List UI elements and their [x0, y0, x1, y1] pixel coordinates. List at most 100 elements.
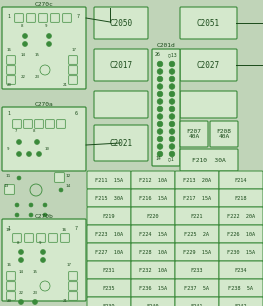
- FancyBboxPatch shape: [87, 225, 131, 243]
- FancyBboxPatch shape: [37, 234, 45, 242]
- Text: 1: 1: [7, 14, 10, 19]
- Circle shape: [157, 84, 163, 89]
- Text: C270a: C270a: [35, 102, 53, 107]
- Text: F210  30A: F210 30A: [192, 158, 226, 162]
- Text: F215  30A: F215 30A: [95, 196, 123, 200]
- Text: ○1: ○1: [168, 156, 174, 161]
- Text: F211  15A: F211 15A: [95, 177, 123, 182]
- FancyBboxPatch shape: [180, 149, 238, 171]
- Text: F218: F218: [235, 196, 247, 200]
- FancyBboxPatch shape: [19, 220, 27, 228]
- FancyBboxPatch shape: [69, 56, 77, 64]
- Text: F222  20A: F222 20A: [227, 214, 255, 218]
- Circle shape: [169, 114, 175, 119]
- FancyBboxPatch shape: [175, 171, 219, 189]
- Circle shape: [29, 203, 33, 207]
- FancyBboxPatch shape: [131, 207, 175, 225]
- Text: 15: 15: [33, 270, 38, 274]
- Text: F214: F214: [235, 177, 247, 182]
- Text: 16: 16: [7, 263, 12, 267]
- FancyBboxPatch shape: [69, 76, 77, 84]
- Text: 7: 7: [76, 14, 79, 19]
- FancyBboxPatch shape: [87, 207, 131, 225]
- FancyBboxPatch shape: [7, 76, 15, 84]
- Text: 11: 11: [5, 174, 10, 178]
- Text: F221: F221: [191, 214, 203, 218]
- Circle shape: [169, 121, 175, 127]
- Text: 21: 21: [63, 299, 68, 303]
- FancyBboxPatch shape: [27, 14, 35, 22]
- FancyBboxPatch shape: [180, 91, 237, 118]
- Text: F237  5A: F237 5A: [185, 285, 210, 290]
- FancyBboxPatch shape: [175, 225, 219, 243]
- Text: 14: 14: [21, 53, 26, 57]
- FancyBboxPatch shape: [7, 66, 15, 74]
- FancyBboxPatch shape: [131, 243, 175, 261]
- FancyBboxPatch shape: [152, 49, 180, 166]
- Text: F241: F241: [191, 304, 203, 306]
- Circle shape: [23, 42, 28, 47]
- FancyBboxPatch shape: [131, 189, 175, 207]
- Text: ○13: ○13: [168, 52, 177, 57]
- FancyBboxPatch shape: [51, 14, 59, 22]
- Text: 8: 8: [33, 129, 36, 133]
- FancyBboxPatch shape: [180, 7, 237, 39]
- Circle shape: [169, 151, 175, 157]
- Circle shape: [18, 300, 23, 304]
- Text: F216  15A: F216 15A: [139, 196, 167, 200]
- Text: F229  15A: F229 15A: [183, 249, 211, 255]
- Text: 16: 16: [7, 48, 12, 52]
- Circle shape: [169, 129, 175, 134]
- FancyBboxPatch shape: [94, 49, 148, 81]
- Circle shape: [157, 114, 163, 119]
- FancyBboxPatch shape: [13, 234, 21, 242]
- FancyBboxPatch shape: [219, 207, 263, 225]
- Text: 6: 6: [75, 111, 78, 116]
- Text: F219: F219: [103, 214, 115, 218]
- FancyBboxPatch shape: [94, 91, 148, 118]
- FancyBboxPatch shape: [131, 171, 175, 189]
- FancyBboxPatch shape: [69, 272, 77, 280]
- FancyBboxPatch shape: [61, 234, 69, 242]
- Text: F220: F220: [147, 214, 159, 218]
- Circle shape: [41, 249, 45, 255]
- Circle shape: [29, 213, 33, 217]
- FancyBboxPatch shape: [46, 120, 54, 128]
- Text: 21: 21: [63, 83, 68, 87]
- FancyBboxPatch shape: [69, 66, 77, 74]
- Circle shape: [157, 61, 163, 67]
- Text: 8: 8: [17, 241, 19, 245]
- Text: F228  10A: F228 10A: [139, 249, 167, 255]
- Text: C201d: C201d: [157, 43, 175, 48]
- Circle shape: [169, 136, 175, 142]
- FancyBboxPatch shape: [210, 121, 238, 147]
- Circle shape: [17, 140, 22, 144]
- Circle shape: [15, 213, 19, 217]
- Text: F223  10A: F223 10A: [95, 232, 123, 237]
- Text: 9: 9: [45, 24, 48, 28]
- Circle shape: [157, 69, 163, 74]
- Circle shape: [157, 91, 163, 97]
- Text: 8: 8: [21, 24, 23, 28]
- Text: 22: 22: [21, 75, 26, 79]
- Text: 17: 17: [72, 48, 77, 52]
- Circle shape: [18, 258, 23, 263]
- Circle shape: [157, 99, 163, 104]
- Text: C2050: C2050: [109, 18, 133, 28]
- Text: F232  10A: F232 10A: [139, 267, 167, 273]
- FancyBboxPatch shape: [219, 261, 263, 279]
- Circle shape: [169, 84, 175, 89]
- Circle shape: [169, 61, 175, 67]
- Text: 14: 14: [19, 270, 24, 274]
- Circle shape: [47, 42, 52, 47]
- FancyBboxPatch shape: [219, 279, 263, 297]
- FancyBboxPatch shape: [94, 125, 148, 161]
- Text: F230  15A: F230 15A: [227, 249, 255, 255]
- Circle shape: [27, 151, 32, 156]
- FancyBboxPatch shape: [57, 120, 65, 128]
- Circle shape: [169, 144, 175, 149]
- Circle shape: [37, 151, 42, 156]
- Circle shape: [43, 213, 47, 217]
- Text: C2027: C2027: [197, 61, 220, 69]
- FancyBboxPatch shape: [219, 225, 263, 243]
